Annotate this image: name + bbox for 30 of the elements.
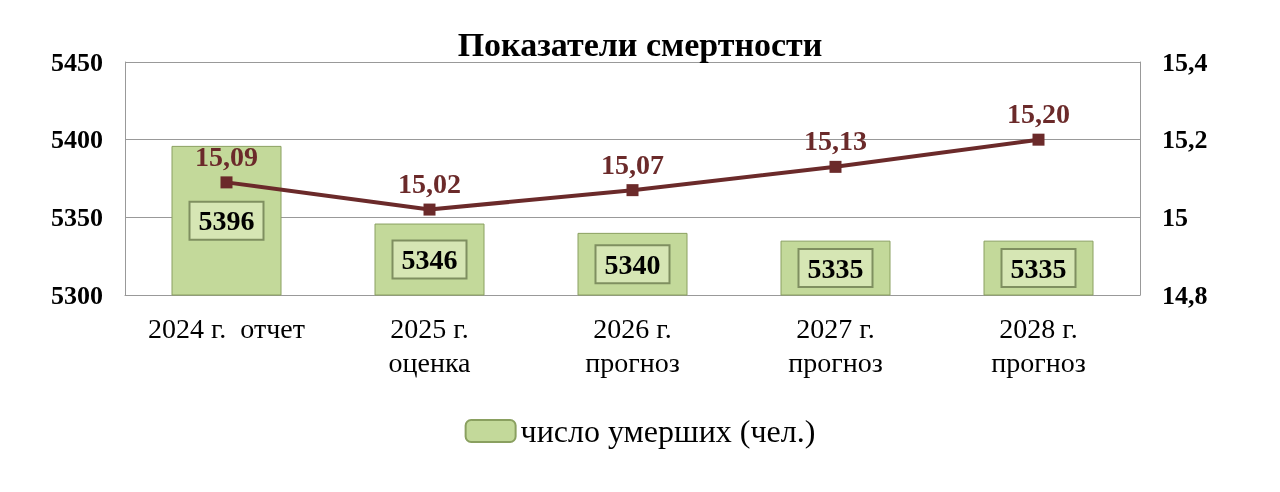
y2-tick-label: 15,4 [1162,47,1208,77]
data-label: 5396 [198,205,255,237]
x-tick-label: 2025 г. оценка [388,312,472,378]
x-tick-label: 2027 г. прогноз [788,312,883,378]
y2-tick-label: 15,2 [1162,125,1208,155]
data-label: 15,13 [804,125,867,157]
y-tick-label: 5300 [51,280,103,310]
data-label: 15,09 [195,140,258,172]
point [220,176,233,189]
point [1032,133,1045,146]
x-tick-label: 2026 г. прогноз [585,312,680,378]
data-label: 5335 [1010,252,1067,284]
y-tick-label: 5350 [51,202,103,232]
chart-title: Показатели смертности [457,25,823,63]
y2-tick-label: 15 [1162,202,1188,232]
point [829,160,842,173]
x-tick-label: 2028 г. прогноз [991,312,1086,378]
y2-tick-label: 14,8 [1162,280,1208,310]
y-tick-label: 5400 [51,125,103,155]
point [423,203,436,216]
data-label: 15,20 [1007,98,1070,130]
data-label: 5335 [807,252,864,284]
x-tick-label: 2024 г. отчет [148,312,305,344]
y-tick-label: 5450 [51,47,103,77]
data-label: 15,02 [398,168,461,200]
legend-label: число умерших (чел.) [520,413,816,449]
data-label: 5340 [604,248,661,280]
point [626,184,639,197]
data-label: 5346 [401,244,458,276]
data-label: 15,07 [601,148,664,180]
